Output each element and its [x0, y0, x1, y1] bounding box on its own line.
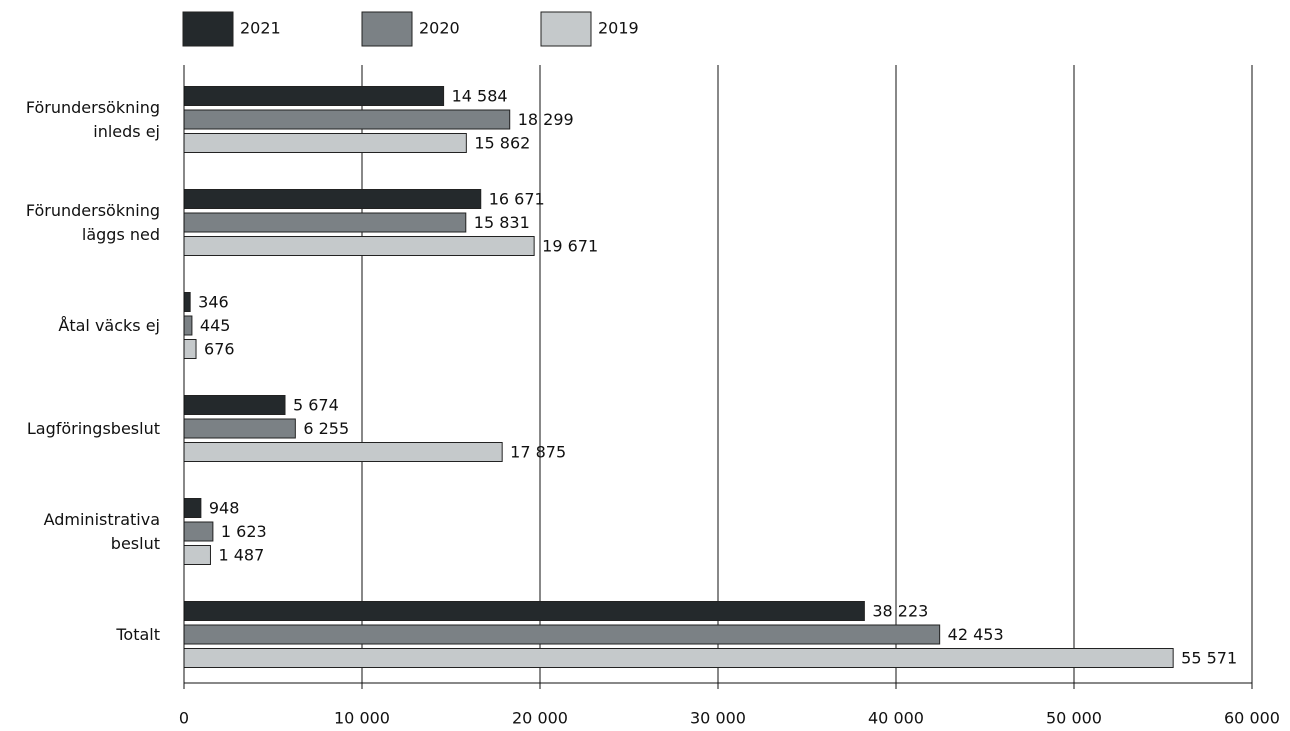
value-label: 38 223	[872, 602, 928, 621]
legend-label: 2020	[419, 19, 460, 38]
bar	[183, 86, 445, 106]
legend-label: 2019	[598, 19, 639, 38]
legend-swatch	[182, 11, 234, 47]
bar	[183, 236, 535, 256]
x-tick-label: 20 000	[512, 709, 568, 728]
bar	[183, 339, 197, 359]
value-label: 16 671	[489, 190, 545, 209]
bar	[183, 109, 511, 130]
bar	[183, 521, 214, 542]
bar	[183, 624, 941, 645]
x-tick-label: 10 000	[334, 709, 390, 728]
bar	[183, 601, 865, 621]
y-tick-label: Administrativa beslut	[43, 509, 160, 553]
legend-label: 2021	[240, 19, 281, 38]
bar	[183, 189, 482, 209]
bar	[183, 315, 193, 336]
bar	[183, 442, 503, 462]
y-tick-label: Åtal väcks ej	[58, 315, 160, 335]
value-label: 42 453	[948, 625, 1004, 644]
bar	[183, 418, 296, 439]
y-tick-label: Lagföringsbeslut	[26, 418, 160, 438]
legend-swatch	[361, 11, 413, 47]
x-tick-label: 50 000	[1046, 709, 1102, 728]
x-tick-label: 40 000	[868, 709, 924, 728]
bar	[183, 498, 202, 518]
y-tick-label: Förundersökning läggs ned	[25, 200, 160, 244]
value-label: 19 671	[542, 237, 598, 256]
value-label: 676	[204, 340, 235, 359]
value-label: 17 875	[510, 443, 566, 462]
bar	[183, 133, 467, 153]
value-label: 1 487	[218, 546, 264, 565]
bar	[183, 545, 211, 565]
x-tick-label: 0	[179, 709, 189, 728]
value-label: 14 584	[452, 87, 508, 106]
value-label: 6 255	[303, 419, 349, 438]
bar	[183, 292, 191, 312]
value-label: 1 623	[221, 522, 267, 541]
bar	[183, 212, 467, 233]
value-label: 55 571	[1181, 649, 1237, 668]
value-label: 948	[209, 499, 240, 518]
value-label: 18 299	[518, 110, 574, 129]
value-label: 15 831	[474, 213, 530, 232]
value-label: 346	[198, 293, 229, 312]
value-label: 15 862	[474, 134, 530, 153]
bar	[183, 395, 286, 415]
y-tick-label: Totalt	[116, 624, 160, 644]
y-tick-label: Förundersökning inleds ej	[25, 97, 160, 141]
value-label: 445	[200, 316, 231, 335]
legend-swatch	[540, 11, 592, 47]
x-tick-label: 60 000	[1224, 709, 1280, 728]
value-label: 5 674	[293, 396, 339, 415]
x-tick-label: 30 000	[690, 709, 746, 728]
bar	[183, 648, 1174, 668]
